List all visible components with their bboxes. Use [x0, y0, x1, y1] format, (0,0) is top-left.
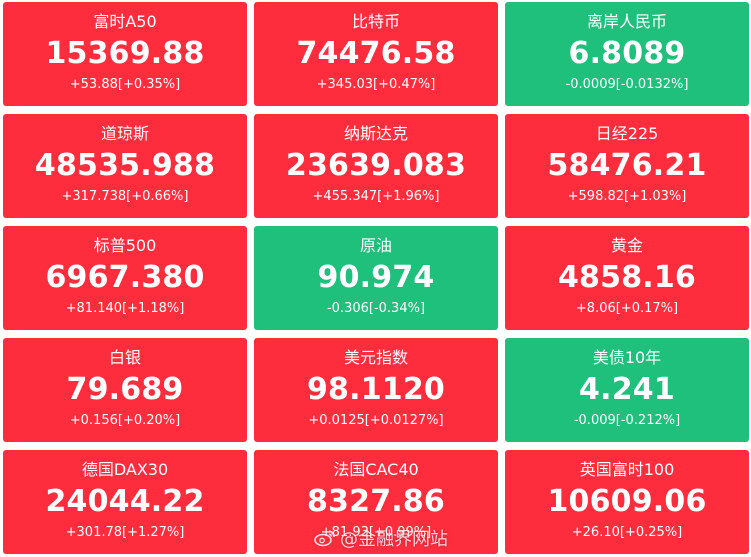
quote-price: 74476.58: [296, 36, 456, 71]
quote-price: 4.241: [579, 372, 675, 407]
quote-price: 15369.88: [45, 36, 205, 71]
quote-change: +0.0125[+0.0127%]: [308, 413, 444, 428]
quote-change: +317.738[+0.66%]: [61, 189, 189, 204]
quote-tile[interactable]: 白银 79.689 +0.156[+0.20%]: [3, 338, 247, 442]
quote-name: 离岸人民币: [586, 12, 667, 31]
quote-tile[interactable]: 道琼斯 48535.988 +317.738[+0.66%]: [3, 114, 247, 218]
quote-name: 比特币: [351, 12, 400, 31]
quote-name: 德国DAX30: [81, 460, 169, 479]
quote-name: 纳斯达克: [343, 124, 408, 143]
quote-price: 8327.86: [306, 484, 446, 519]
quote-change: -0.306[-0.34%]: [326, 301, 426, 316]
quote-change: +8.06[+0.17%]: [575, 301, 679, 316]
quote-change: +345.03[+0.47%]: [316, 77, 436, 92]
quote-name: 法国CAC40: [333, 460, 419, 479]
quote-tile[interactable]: 标普500 6967.380 +81.140[+1.18%]: [3, 226, 247, 330]
quote-name: 道琼斯: [100, 124, 149, 143]
quote-price: 79.689: [66, 372, 184, 407]
quote-change: +53.88[+0.35%]: [69, 77, 181, 92]
quote-change: -0.0009[-0.0132%]: [565, 77, 689, 92]
quote-tile[interactable]: 原油 90.974 -0.306[-0.34%]: [254, 226, 498, 330]
quote-change: +81.140[+1.18%]: [65, 301, 185, 316]
quote-price: 10609.06: [547, 484, 707, 519]
quote-change: -0.009[-0.212%]: [573, 413, 681, 428]
quote-change: +455.347[+1.96%]: [312, 189, 440, 204]
quote-tile[interactable]: 美元指数 98.1120 +0.0125[+0.0127%]: [254, 338, 498, 442]
quote-name: 英国富时100: [579, 460, 675, 479]
quote-price: 98.1120: [306, 372, 446, 407]
quote-price: 6967.380: [45, 260, 205, 295]
quote-change: +81.93[+0.99%]: [320, 525, 432, 540]
quote-tile[interactable]: 法国CAC40 8327.86 +81.93[+0.99%]: [254, 450, 498, 554]
quote-tile[interactable]: 美债10年 4.241 -0.009[-0.212%]: [505, 338, 749, 442]
quote-change: +26.10[+0.25%]: [571, 525, 683, 540]
quote-tile[interactable]: 黄金 4858.16 +8.06[+0.17%]: [505, 226, 749, 330]
quote-price: 90.974: [317, 260, 435, 295]
quote-price: 48535.988: [34, 148, 216, 183]
quote-tile[interactable]: 离岸人民币 6.8089 -0.0009[-0.0132%]: [505, 2, 749, 106]
quote-name: 富时A50: [93, 12, 157, 31]
quote-price: 58476.21: [547, 148, 707, 183]
quote-name: 日经225: [595, 124, 659, 143]
quote-change: +301.78[+1.27%]: [65, 525, 185, 540]
quote-tile[interactable]: 德国DAX30 24044.22 +301.78[+1.27%]: [3, 450, 247, 554]
quote-name: 原油: [359, 236, 392, 255]
quote-price: 24044.22: [45, 484, 205, 519]
quote-name: 标普500: [93, 236, 157, 255]
quote-price: 23639.083: [285, 148, 467, 183]
quote-tile[interactable]: 比特币 74476.58 +345.03[+0.47%]: [254, 2, 498, 106]
quote-name: 黄金: [610, 236, 643, 255]
quote-name: 白银: [108, 348, 141, 367]
quote-tile[interactable]: 富时A50 15369.88 +53.88[+0.35%]: [3, 2, 247, 106]
quote-change: +598.82[+1.03%]: [567, 189, 687, 204]
quote-tile[interactable]: 纳斯达克 23639.083 +455.347[+1.96%]: [254, 114, 498, 218]
quote-change: +0.156[+0.20%]: [69, 413, 181, 428]
quote-price: 6.8089: [568, 36, 686, 71]
quote-price: 4858.16: [557, 260, 697, 295]
quote-name: 美债10年: [592, 348, 662, 367]
quote-tile[interactable]: 日经225 58476.21 +598.82[+1.03%]: [505, 114, 749, 218]
quote-name: 美元指数: [343, 348, 408, 367]
quote-tile[interactable]: 英国富时100 10609.06 +26.10[+0.25%]: [505, 450, 749, 554]
